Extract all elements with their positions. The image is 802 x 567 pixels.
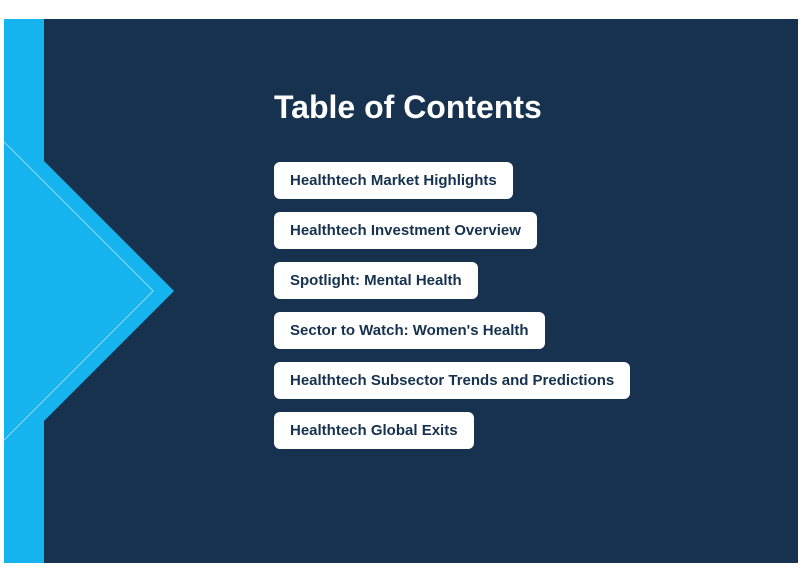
page: Table of Contents Healthtech Market High… — [0, 0, 802, 567]
toc-item-mental-health[interactable]: Spotlight: Mental Health — [274, 262, 478, 299]
toc-item-womens-health[interactable]: Sector to Watch: Women's Health — [274, 312, 545, 349]
toc-item-global-exits[interactable]: Healthtech Global Exits — [274, 412, 474, 449]
page-title: Table of Contents — [274, 89, 758, 126]
toc-list: Healthtech Market Highlights Healthtech … — [274, 162, 758, 449]
toc-item-subsector-trends[interactable]: Healthtech Subsector Trends and Predicti… — [274, 362, 630, 399]
slide: Table of Contents Healthtech Market High… — [4, 19, 798, 563]
toc-item-investment-overview[interactable]: Healthtech Investment Overview — [274, 212, 537, 249]
toc-item-market-highlights[interactable]: Healthtech Market Highlights — [274, 162, 513, 199]
content-area: Table of Contents Healthtech Market High… — [274, 89, 758, 449]
